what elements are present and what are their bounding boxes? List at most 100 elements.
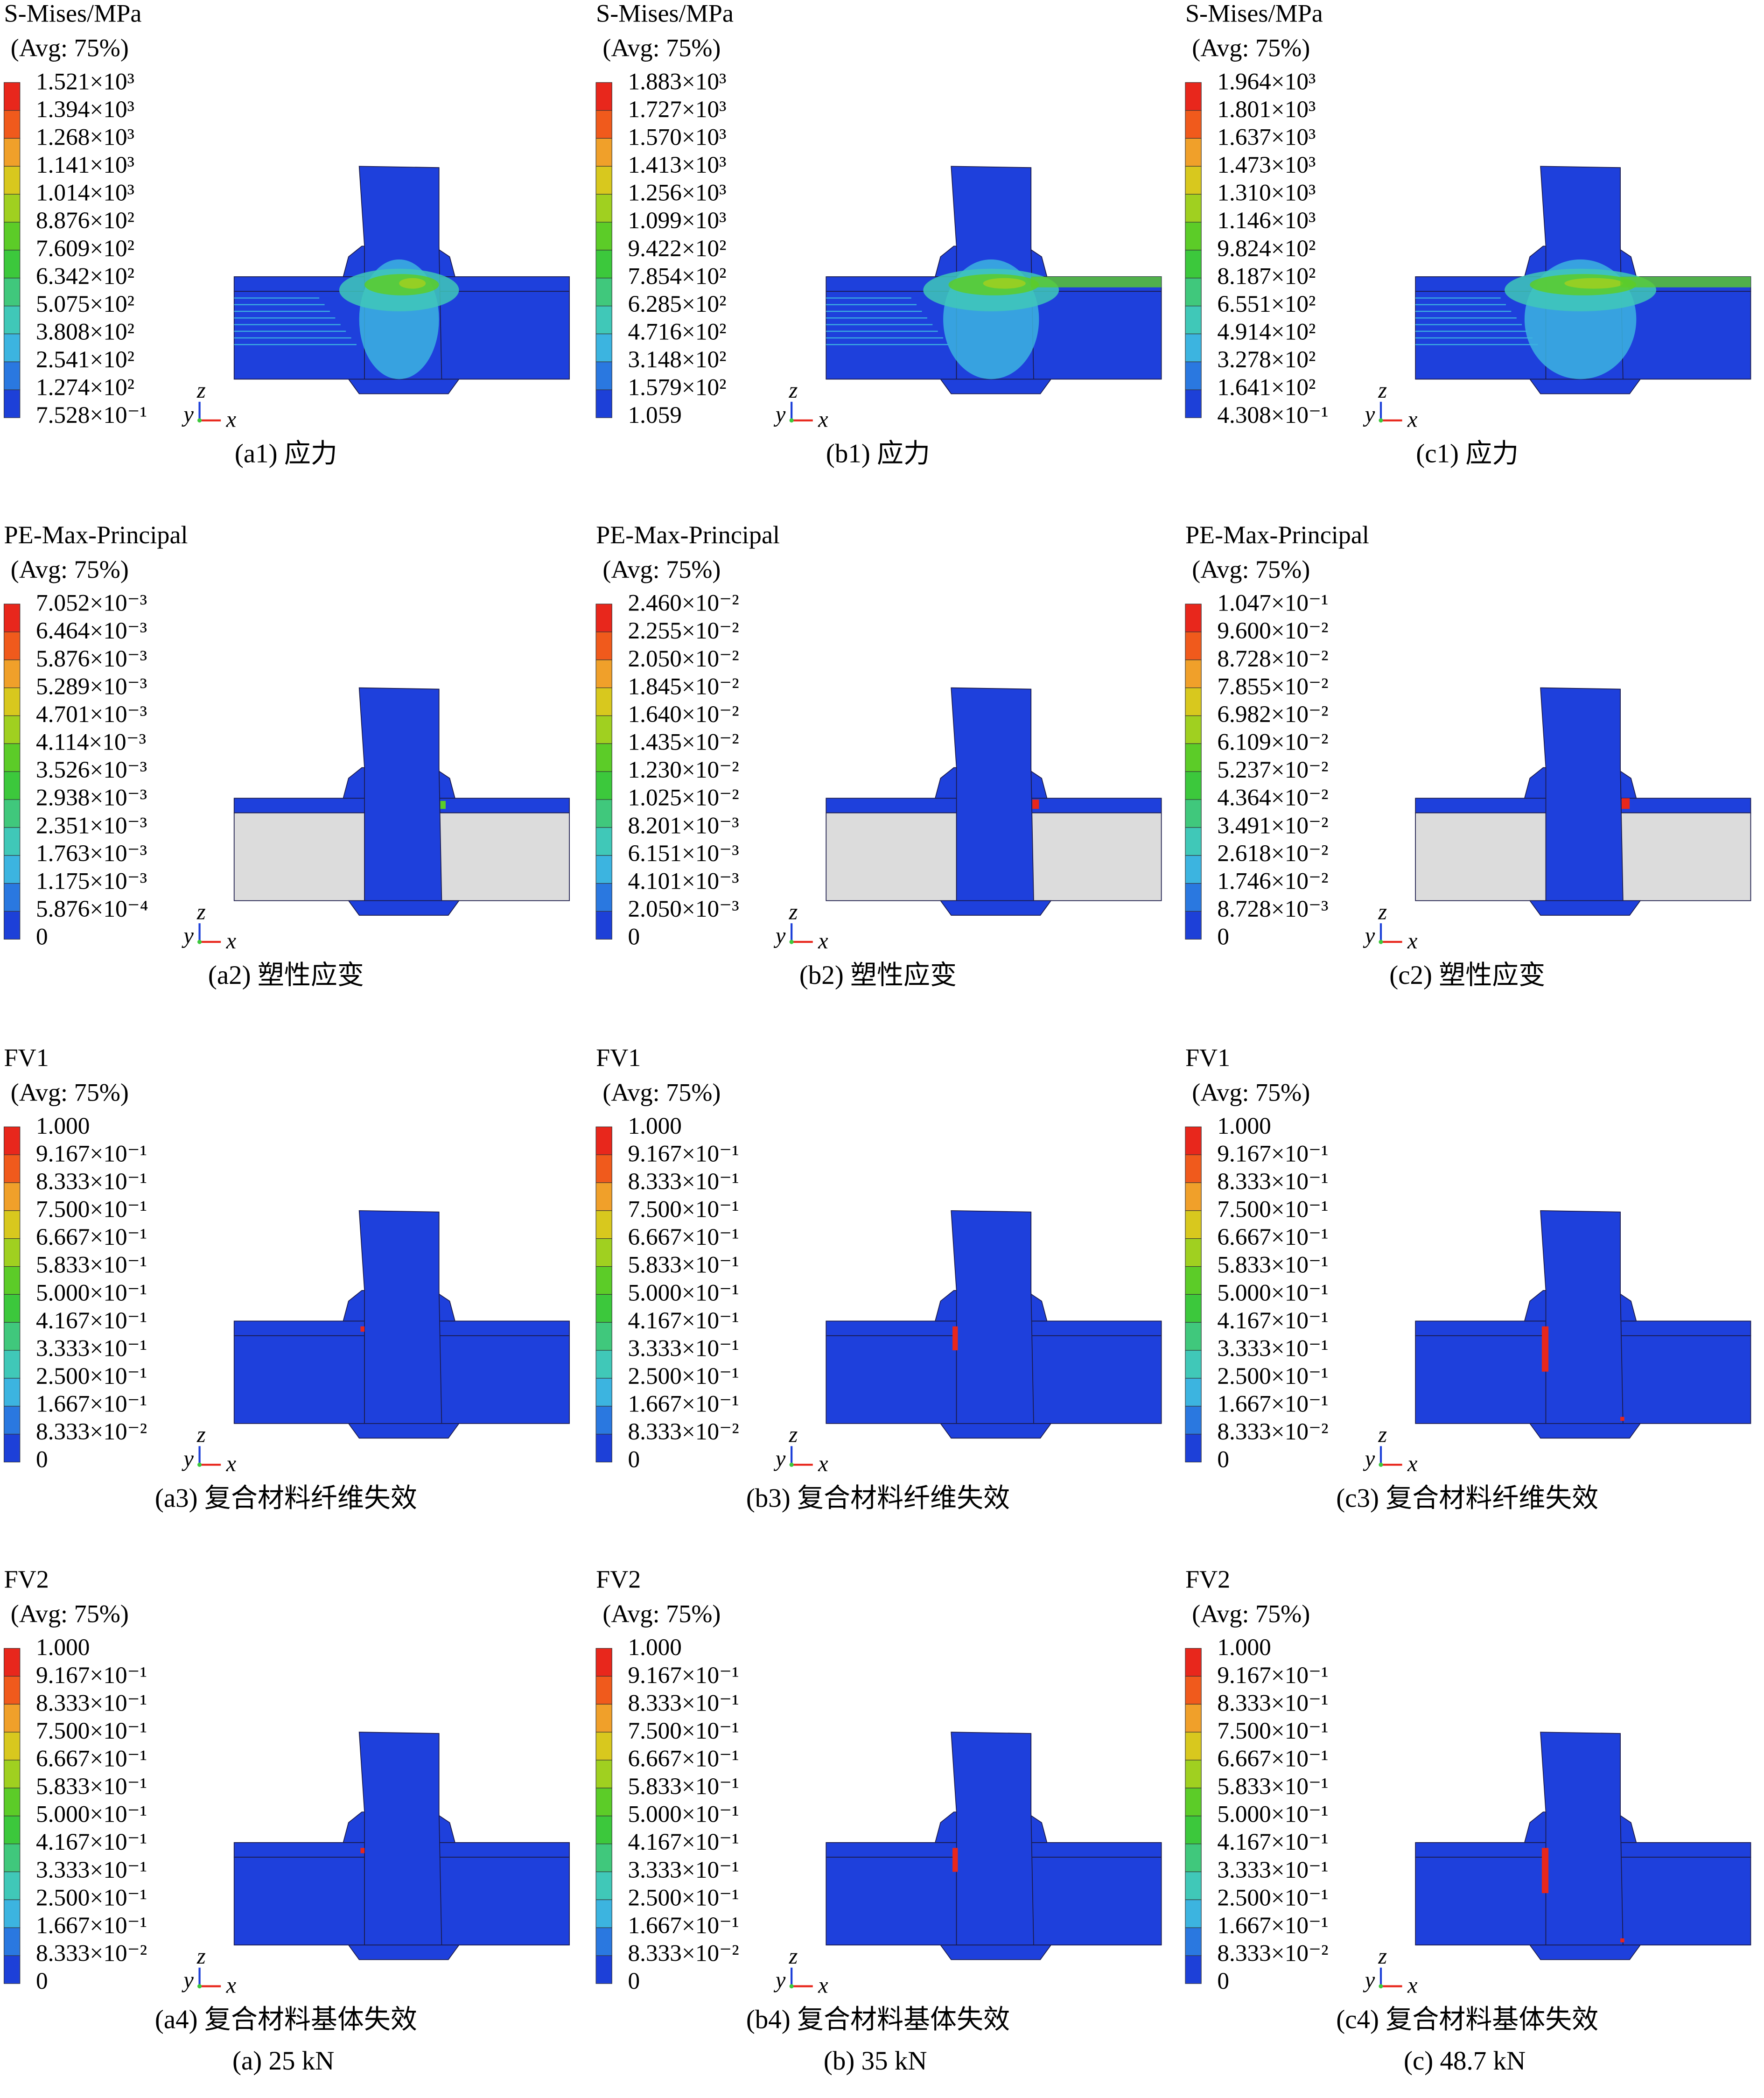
legend-title: FV2 bbox=[4, 1565, 49, 1593]
lower-plate-left bbox=[826, 1857, 957, 1946]
legend-title: FV2 bbox=[1185, 1565, 1230, 1593]
legend-swatch bbox=[1185, 389, 1202, 418]
lower-plate-right bbox=[438, 1857, 570, 1946]
lower-plate-right bbox=[1030, 812, 1162, 901]
legend-label: 0 bbox=[36, 924, 48, 950]
legend-swatch bbox=[3, 1126, 21, 1155]
legend-label: 1.059 bbox=[628, 402, 682, 428]
panel-caption: (b4) 复合材料基体失效 bbox=[746, 2005, 1010, 2035]
fe-model bbox=[1415, 687, 1751, 916]
panel: S-Mises/MPa(Avg: 75%)1.964×10³1.801×10³1… bbox=[1185, 0, 1751, 469]
panel: S-Mises/MPa(Avg: 75%)1.521×10³1.394×10³1… bbox=[3, 0, 570, 469]
legend-label: 5.000×10⁻¹ bbox=[36, 1801, 147, 1828]
legend-title: S-Mises/MPa bbox=[4, 0, 142, 28]
legend-label: 1.268×10³ bbox=[36, 124, 134, 150]
triad-label: x bbox=[818, 1973, 828, 1998]
legend-label: 2.541×10² bbox=[36, 346, 134, 373]
legend-swatch bbox=[1185, 1126, 1202, 1155]
legend-label: 4.308×10⁻¹ bbox=[1217, 402, 1328, 428]
triad-label: y bbox=[773, 1446, 786, 1471]
legend-swatch bbox=[595, 306, 612, 335]
legend-swatch bbox=[3, 194, 21, 223]
lower-plate-left bbox=[826, 812, 957, 901]
legend-label: 6.667×10⁻¹ bbox=[628, 1224, 739, 1250]
legend-swatch bbox=[595, 1378, 612, 1407]
strain-hotspot bbox=[1032, 800, 1039, 809]
legend-label: 6.667×10⁻¹ bbox=[36, 1745, 147, 1772]
legend-label: 5.833×10⁻¹ bbox=[628, 1252, 739, 1278]
panel: FV2 (Avg: 75%) 1.0009.167×10⁻¹8.333×10⁻¹7.… bbox=[3, 1565, 570, 2035]
legend-label: 1.667×10⁻¹ bbox=[1217, 1391, 1328, 1417]
legend-label: 1.099×10³ bbox=[628, 207, 727, 234]
panel: PE-Max-Principal (Avg: 75%) 7.052×10⁻³6.46… bbox=[3, 521, 570, 990]
legend-swatch bbox=[1185, 110, 1202, 139]
triad-origin bbox=[1379, 940, 1383, 944]
legend-label: 6.342×10² bbox=[36, 263, 134, 289]
legend-label: 6.667×10⁻¹ bbox=[1217, 1224, 1328, 1250]
legend-label: 7.500×10⁻¹ bbox=[36, 1718, 147, 1744]
panel: FV1 (Avg: 75%) 1.0009.167×10⁻¹8.333×10⁻¹7.… bbox=[595, 1044, 1162, 1513]
legend-label: 7.500×10⁻¹ bbox=[36, 1196, 147, 1223]
legend-swatch bbox=[3, 743, 21, 772]
legend-label: 1.230×10⁻² bbox=[628, 757, 739, 783]
nut bbox=[348, 1944, 460, 1960]
legend-label: 9.600×10⁻² bbox=[1217, 617, 1328, 644]
legend-label: 4.914×10² bbox=[1217, 318, 1316, 345]
triad-label: y bbox=[773, 1968, 786, 1993]
column-caption: (b) 35 kN bbox=[824, 2046, 927, 2076]
legend-avg: (Avg: 75%) bbox=[1192, 1078, 1310, 1106]
legend-label: 5.075×10² bbox=[36, 291, 134, 317]
triad-origin bbox=[789, 418, 794, 423]
legend-label: 1.667×10⁻¹ bbox=[1217, 1912, 1328, 1939]
legend-swatch bbox=[3, 82, 21, 111]
legend-label: 2.500×10⁻¹ bbox=[1217, 1884, 1328, 1911]
legend-swatch bbox=[1185, 1899, 1202, 1928]
legend-swatch bbox=[595, 688, 612, 716]
triad-label: z bbox=[196, 899, 206, 924]
legend-swatch bbox=[595, 110, 612, 139]
legend-label: 8.333×10⁻¹ bbox=[36, 1690, 147, 1716]
legend-label: 4.167×10⁻¹ bbox=[1217, 1829, 1328, 1855]
lower-plate-left bbox=[233, 1335, 365, 1424]
legend-label: 3.333×10⁻¹ bbox=[36, 1857, 147, 1883]
triad-label: x bbox=[818, 407, 828, 432]
triad-origin bbox=[1379, 1984, 1383, 1989]
nut bbox=[939, 1423, 1052, 1439]
legend-swatch bbox=[3, 827, 21, 856]
legend-swatch bbox=[595, 222, 612, 251]
legend-label: 1.000 bbox=[628, 1113, 682, 1139]
legend-label: 6.285×10² bbox=[628, 291, 727, 317]
legend-swatch bbox=[595, 1788, 612, 1817]
legend-swatch bbox=[1185, 278, 1202, 307]
legend-label: 1.047×10⁻¹ bbox=[1217, 590, 1328, 617]
legend-swatch bbox=[1185, 1955, 1202, 1984]
legend-label: 1.727×10³ bbox=[628, 96, 727, 123]
panel-caption: (c3) 复合材料纤维失效 bbox=[1336, 1483, 1598, 1513]
legend-swatch bbox=[595, 389, 612, 418]
legend-label: 8.201×10⁻³ bbox=[628, 812, 739, 839]
legend-label: 4.716×10² bbox=[628, 318, 727, 345]
legend-swatch bbox=[1185, 688, 1202, 716]
legend-swatch bbox=[595, 632, 612, 660]
legend-label: 8.728×10⁻³ bbox=[1217, 896, 1328, 922]
legend-swatch bbox=[1185, 1238, 1202, 1267]
legend-label: 2.050×10⁻² bbox=[628, 646, 739, 672]
legend-swatch bbox=[1185, 1182, 1202, 1211]
triad-origin bbox=[197, 418, 202, 423]
legend-label: 1.637×10³ bbox=[1217, 124, 1316, 150]
legend-label: 9.824×10² bbox=[1217, 235, 1316, 262]
legend-swatch bbox=[3, 883, 21, 912]
triad-label: x bbox=[1407, 1452, 1418, 1476]
legend-swatch bbox=[595, 660, 612, 688]
legend-label: 1.641×10² bbox=[1217, 374, 1316, 401]
legend-swatch bbox=[1185, 1788, 1202, 1817]
legend-label: 8.333×10⁻¹ bbox=[628, 1168, 739, 1195]
legend-swatch bbox=[595, 715, 612, 744]
legend-label: 7.528×10⁻¹ bbox=[36, 402, 147, 428]
legend-label: 5.833×10⁻¹ bbox=[628, 1773, 739, 1800]
bolt bbox=[951, 1210, 1034, 1424]
lower-plate-left bbox=[826, 291, 957, 380]
legend-label: 1.640×10⁻² bbox=[628, 701, 739, 728]
legend-swatch bbox=[1185, 306, 1202, 335]
legend-label: 7.500×10⁻¹ bbox=[1217, 1196, 1328, 1223]
